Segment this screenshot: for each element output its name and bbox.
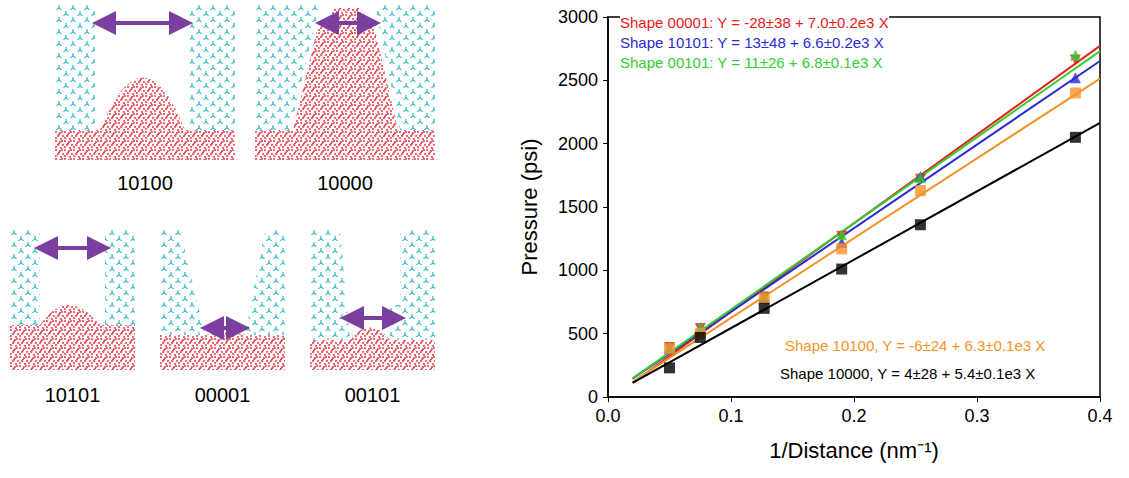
svg-text:10000: 10000 (317, 172, 373, 194)
svg-text:1500: 1500 (558, 197, 598, 217)
svg-text:2000: 2000 (558, 134, 598, 154)
svg-text:0.2: 0.2 (841, 406, 866, 426)
svg-text:Shape 10100, Y = -6±24 + 6.3±0: Shape 10100, Y = -6±24 + 6.3±0.1e3 X (785, 337, 1045, 354)
svg-text:00101: 00101 (345, 384, 401, 406)
svg-text:Shape 00001: Y = -28±38 + 7.0±: Shape 00001: Y = -28±38 + 7.0±0.2e3 X (620, 14, 889, 31)
svg-text:500: 500 (568, 324, 598, 344)
svg-text:Shape 10000, Y = 4±28 + 5.4±0.: Shape 10000, Y = 4±28 + 5.4±0.1e3 X (780, 365, 1035, 382)
svg-text:0.0: 0.0 (595, 406, 620, 426)
svg-text:Shape 10101: Y = 13±48 + 6.6±0: Shape 10101: Y = 13±48 + 6.6±0.2e3 X (620, 34, 884, 51)
svg-text:1000: 1000 (558, 260, 598, 280)
svg-text:0.4: 0.4 (1087, 406, 1112, 426)
svg-text:0.1: 0.1 (718, 406, 743, 426)
svg-text:2500: 2500 (558, 70, 598, 90)
svg-text:3000: 3000 (558, 7, 598, 27)
svg-text:10101: 10101 (45, 384, 101, 406)
svg-text:0.3: 0.3 (964, 406, 989, 426)
svg-text:0: 0 (588, 387, 598, 407)
svg-text:Shape 00101: Y = 11±26 + 6.8±0: Shape 00101: Y = 11±26 + 6.8±0.1e3 X (620, 54, 883, 71)
svg-text:Pressure (psi): Pressure (psi) (517, 139, 542, 276)
svg-text:1/Distance (nm⁻¹): 1/Distance (nm⁻¹) (769, 438, 939, 463)
svg-text:10100: 10100 (117, 172, 173, 194)
svg-text:00001: 00001 (195, 384, 251, 406)
